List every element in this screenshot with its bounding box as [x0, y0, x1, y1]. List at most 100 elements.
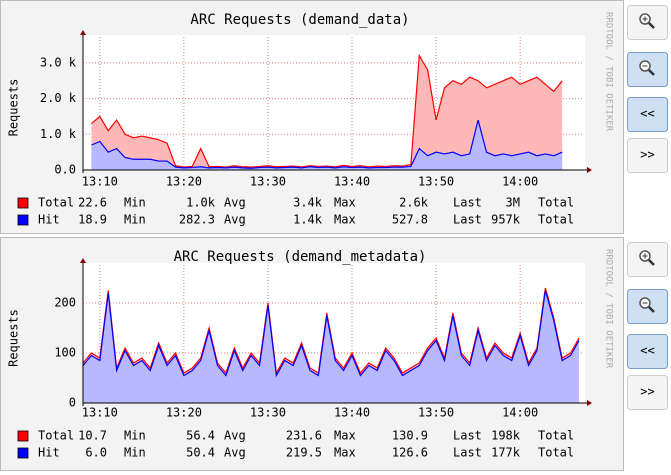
legend-label: Hit [38, 213, 60, 227]
back-button[interactable]: << [627, 334, 668, 369]
series-area [91, 120, 563, 170]
zoom-out-button[interactable] [627, 289, 668, 324]
forward-button[interactable]: >> [627, 138, 668, 173]
legend-swatch [17, 214, 29, 226]
legend-stat: 10.7 [78, 429, 107, 443]
y-tick-label: 0.0 [54, 163, 76, 177]
x-tick-label: 13:50 [418, 175, 454, 189]
axis-arrow [587, 167, 592, 173]
button-face [627, 375, 668, 410]
legend-stat: Last [453, 429, 482, 443]
chart-panel: 0 100 200 13:10 13:20 13:30 13:40 13:50 14:00 ARC… [0, 237, 624, 471]
axis-arrow [80, 30, 86, 35]
series-area [91, 55, 563, 170]
x-tick-label: 13:10 [82, 406, 118, 420]
legend-stat: Total [538, 213, 574, 227]
zoom-in-button[interactable] [627, 5, 668, 40]
zoom-in-button[interactable] [627, 242, 668, 277]
legend-stat: 2.6k [399, 196, 429, 210]
legend-label: Total [38, 196, 74, 210]
chart-title: ARC Requests (demand_metadata) [174, 249, 427, 265]
legend-stat: 282.3 [179, 213, 215, 227]
back-button[interactable]: << [627, 97, 668, 132]
legend-stat: 957k [491, 213, 521, 227]
x-tick-label: 13:30 [250, 175, 286, 189]
legend-stat: Last [453, 213, 482, 227]
button-face [627, 97, 668, 132]
legend-label: Total [38, 429, 74, 443]
legend-stat: 50.4 [186, 446, 215, 460]
legend-stat: 18.9 [78, 213, 107, 227]
legend-stat: Min [124, 196, 146, 210]
y-tick-label: 200 [54, 296, 76, 310]
legend-stat: Total [538, 196, 574, 210]
legend-stat: 3.4k [293, 196, 323, 210]
legend-stat: 130.9 [392, 429, 428, 443]
legend-stat: Min [124, 429, 146, 443]
legend-stat: Total [538, 429, 574, 443]
legend-stat: 126.6 [392, 446, 428, 460]
button-face [627, 334, 668, 369]
legend-label: Hit [38, 446, 60, 460]
y-tick-label: 1.0 k [40, 127, 77, 141]
button-label: << [640, 344, 654, 358]
series-line [91, 53, 563, 168]
y-tick-label: 0 [69, 396, 76, 410]
x-tick-label: 13:30 [250, 406, 286, 420]
legend-swatch [17, 197, 29, 209]
zoom-out-button[interactable] [627, 52, 668, 87]
legend-stat: 527.8 [392, 213, 428, 227]
series-line [91, 119, 563, 169]
legend-stat: Avg [224, 196, 246, 210]
side-text: RRDTOOL / TOBI OETIKER [604, 12, 614, 132]
legend-stat: 198k [491, 429, 521, 443]
legend-stat: 1.4k [293, 213, 323, 227]
button-group: << >> [627, 5, 668, 173]
magnifier-handle [648, 259, 655, 266]
x-tick-label: 13:20 [166, 175, 202, 189]
x-tick-label: 13:50 [418, 406, 454, 420]
legend-stat: 219.5 [286, 446, 322, 460]
legend-stat: 56.4 [186, 429, 215, 443]
legend-stat: 231.6 [286, 429, 322, 443]
axis-arrow [80, 258, 86, 263]
x-tick-label: 13:40 [334, 175, 370, 189]
legend-stat: Last [453, 446, 482, 460]
y-tick-label: 2.0 k [40, 91, 77, 105]
x-tick-label: 13:20 [166, 406, 202, 420]
legend-stat: Min [124, 446, 146, 460]
button-label: >> [640, 148, 654, 162]
legend-stat: Min [124, 213, 146, 227]
legend-stat: Total [538, 446, 574, 460]
legend-stat: 6.0 [85, 446, 107, 460]
series-line [82, 290, 580, 378]
magnifier-handle [648, 306, 655, 313]
legend-stat: 1.0k [186, 196, 216, 210]
legend-stat: 3M [506, 196, 520, 210]
legend-stat: 22.6 [78, 196, 107, 210]
x-tick-label: 14:00 [502, 406, 538, 420]
series-area [83, 290, 579, 403]
axis-arrow [587, 400, 592, 406]
legend-stat: Last [453, 196, 482, 210]
button-label: << [640, 107, 654, 121]
y-tick-label: 100 [54, 346, 76, 360]
legend-stat: Max [334, 196, 356, 210]
chart-panel: 0.0 1.0 k 2.0 k 3.0 k 13:10 13:20 13:30 13:40 13… [0, 0, 624, 234]
magnifier-handle [648, 69, 655, 76]
x-tick-label: 13:10 [82, 175, 118, 189]
x-tick-label: 13:40 [334, 406, 370, 420]
chart-title: ARC Requests (demand_data) [190, 12, 409, 28]
y-axis-label: Requests [7, 309, 21, 367]
legend-swatch [17, 447, 29, 459]
y-axis-label: Requests [7, 79, 21, 137]
legend-swatch [17, 430, 29, 442]
side-text: RRDTOOL / TOBI OETIKER [604, 249, 614, 369]
legend-stat: 177k [491, 446, 521, 460]
y-tick-label: 3.0 k [40, 55, 77, 69]
legend-stat: Max [334, 429, 356, 443]
forward-button[interactable]: >> [627, 375, 668, 410]
legend-stat: Avg [224, 213, 246, 227]
